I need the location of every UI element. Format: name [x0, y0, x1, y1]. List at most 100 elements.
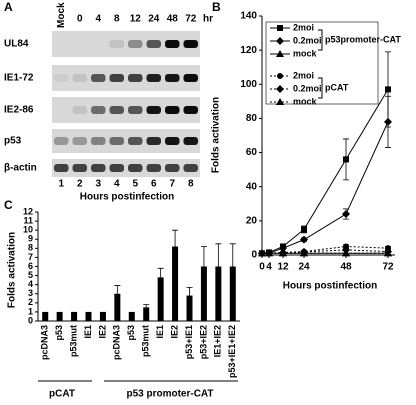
- bar: [114, 293, 121, 321]
- error-bar: [215, 243, 222, 267]
- legend-label: mock: [293, 48, 318, 58]
- marker: [277, 25, 283, 31]
- bar: [85, 311, 92, 321]
- band: [91, 106, 106, 114]
- error-bar: [200, 246, 207, 267]
- panel-letter: B: [212, 0, 221, 14]
- lane-number: 5: [132, 179, 138, 190]
- y-tick-label: 9: [28, 234, 33, 244]
- lane-label: 12: [130, 14, 142, 25]
- lane-label: Mock: [56, 2, 67, 28]
- lane-label: 48: [167, 14, 179, 25]
- marker: [279, 249, 287, 257]
- bar: [172, 246, 179, 321]
- lane-number: 1: [58, 179, 64, 190]
- y-tick-label: 3: [28, 288, 33, 298]
- band: [54, 164, 69, 172]
- marker: [343, 156, 349, 163]
- band: [146, 164, 161, 172]
- x-axis-label: Hours postinfection: [80, 192, 174, 203]
- y-tick-label: 0: [28, 315, 33, 325]
- y-tick-label: 6: [28, 261, 33, 271]
- row-label: p53: [4, 136, 22, 147]
- legend-label: 0.2moi: [293, 35, 322, 45]
- y-tick-label: 120: [240, 45, 257, 56]
- band: [183, 106, 198, 114]
- band: [109, 74, 124, 82]
- error-bar: [229, 243, 236, 267]
- error-bar: [114, 285, 121, 294]
- band: [54, 74, 69, 82]
- bar: [200, 266, 207, 321]
- bar: [128, 311, 135, 321]
- marker: [258, 249, 266, 257]
- marker: [301, 226, 307, 233]
- band: [91, 74, 106, 82]
- legend-bracket: [318, 29, 323, 99]
- y-tick-label: 7: [28, 252, 33, 262]
- y-tick-label: 100: [240, 79, 257, 90]
- axes: [37, 212, 240, 322]
- band: [183, 164, 198, 172]
- legend-label: mock: [293, 96, 318, 106]
- legend-label: 2moi: [293, 70, 314, 80]
- lane-number: 8: [188, 179, 194, 190]
- blot-strip: [52, 159, 200, 177]
- band: [109, 137, 124, 145]
- x-tick-label: pcDNA3: [40, 325, 50, 360]
- y-tick-label: 8: [28, 243, 33, 253]
- band: [128, 137, 143, 145]
- band: [165, 40, 180, 48]
- marker: [276, 85, 284, 93]
- row-label: UL84: [4, 39, 29, 50]
- band: [128, 106, 143, 114]
- y-tick-label: 2: [28, 297, 33, 307]
- x-tick-label: IE2: [97, 325, 107, 339]
- lane-label: 24: [148, 14, 160, 25]
- x-tick-label: IE1: [155, 325, 165, 339]
- band: [128, 74, 143, 82]
- y-tick-label: 10: [23, 225, 33, 235]
- legend-frame: [265, 21, 379, 105]
- row-label: IE1-72: [4, 73, 34, 84]
- band: [72, 137, 87, 145]
- band: [146, 40, 161, 48]
- x-tick-label: p53mut: [68, 325, 78, 357]
- axes: [261, 16, 395, 256]
- marker: [276, 37, 284, 45]
- legend-label: 0.2moi: [293, 83, 322, 93]
- error-bar: [143, 304, 150, 308]
- marker: [385, 86, 391, 93]
- lane-number: 4: [114, 179, 120, 190]
- band: [72, 74, 87, 82]
- band: [146, 137, 161, 145]
- lane-label: 8: [114, 14, 120, 25]
- x-tick-label: IE1+IE2: [213, 325, 223, 357]
- x-tick-label: p53+IE1+IE2: [227, 325, 237, 378]
- bar: [229, 266, 236, 321]
- band: [183, 40, 198, 48]
- band: [54, 137, 69, 145]
- band: [128, 40, 143, 48]
- marker: [384, 117, 392, 126]
- bar: [42, 311, 49, 321]
- unit: hr: [203, 14, 213, 25]
- x-tick-label: 72: [382, 262, 394, 273]
- band: [183, 74, 198, 82]
- band: [183, 137, 198, 145]
- y-tick-label: 1: [28, 306, 33, 316]
- x-tick-label: p53+IE1: [184, 325, 194, 359]
- series-line: [261, 89, 389, 254]
- y-tick-label: 140: [240, 11, 257, 22]
- x-tick-label: pcDNA3: [112, 325, 122, 360]
- row-label: IE2-86: [4, 105, 34, 116]
- marker: [300, 235, 308, 244]
- marker: [277, 73, 283, 79]
- panel-letter: A: [4, 0, 13, 14]
- lane-number: 6: [151, 179, 157, 190]
- y-tick-label: 40: [246, 181, 258, 192]
- bar: [56, 311, 63, 321]
- marker: [279, 244, 287, 253]
